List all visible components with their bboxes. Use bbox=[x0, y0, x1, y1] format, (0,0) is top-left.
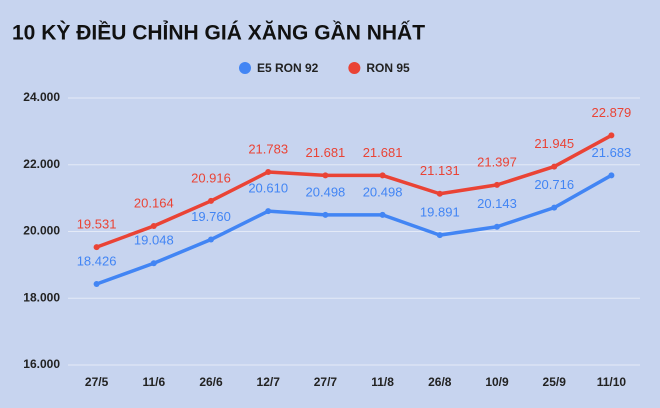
x-tick-label: 27/7 bbox=[314, 375, 338, 389]
data-label: 19.760 bbox=[191, 209, 231, 224]
data-label: 20.164 bbox=[134, 195, 174, 210]
x-tick-label: 12/7 bbox=[257, 375, 281, 389]
point bbox=[551, 163, 558, 170]
data-label: 19.891 bbox=[420, 205, 460, 220]
point bbox=[150, 260, 157, 267]
data-label: 21.783 bbox=[248, 141, 288, 156]
point bbox=[494, 181, 500, 188]
point bbox=[608, 172, 615, 179]
legend-label: E5 RON 92 bbox=[257, 61, 319, 75]
point bbox=[551, 204, 558, 211]
point bbox=[208, 236, 214, 243]
x-tick-label: 27/5 bbox=[85, 375, 109, 389]
x-tick-label: 11/6 bbox=[142, 375, 165, 389]
chart-title: 10 KỲ ĐIỀU CHỈNH GIÁ XĂNG GẦN NHẤT bbox=[12, 21, 425, 45]
x-tick-label: 10/9 bbox=[485, 375, 509, 389]
x-tick-label: 11/8 bbox=[371, 375, 394, 389]
data-label: 20.498 bbox=[363, 184, 403, 199]
data-label: 21.131 bbox=[420, 163, 460, 178]
point bbox=[494, 223, 500, 230]
data-label: 22.879 bbox=[592, 105, 632, 120]
legend-marker bbox=[348, 62, 361, 74]
point bbox=[608, 132, 615, 139]
point bbox=[379, 172, 386, 179]
point bbox=[265, 168, 272, 175]
series-line bbox=[95, 133, 613, 249]
series-line bbox=[96, 173, 613, 286]
point bbox=[322, 211, 329, 218]
x-tick-label: 26/6 bbox=[199, 375, 223, 389]
data-label: 20.610 bbox=[248, 181, 288, 196]
x-tick-label: 25/9 bbox=[543, 375, 567, 389]
point bbox=[265, 208, 272, 215]
data-label: 19.048 bbox=[134, 233, 174, 248]
point bbox=[93, 244, 100, 251]
data-label: 20.716 bbox=[534, 177, 574, 192]
data-label: 21.681 bbox=[306, 145, 346, 160]
data-label: 20.498 bbox=[306, 184, 346, 199]
data-label: 21.681 bbox=[363, 145, 403, 160]
y-tick-label: 20.000 bbox=[23, 224, 60, 238]
data-label: 21.397 bbox=[477, 154, 517, 169]
data-label: 21.683 bbox=[592, 145, 632, 160]
y-tick-label: 22.000 bbox=[23, 157, 60, 171]
legend-label: RON 95 bbox=[366, 61, 410, 75]
point bbox=[436, 232, 443, 239]
x-tick-label: 26/8 bbox=[428, 375, 452, 389]
point bbox=[93, 281, 100, 288]
point bbox=[150, 223, 157, 230]
point bbox=[379, 211, 386, 218]
data-label: 19.531 bbox=[77, 217, 117, 232]
y-tick-label: 24.000 bbox=[23, 90, 60, 104]
data-label: 18.426 bbox=[77, 253, 117, 268]
data-label: 20.143 bbox=[477, 196, 517, 211]
legend-marker bbox=[239, 62, 251, 74]
y-tick-label: 16.000 bbox=[23, 357, 60, 371]
data-label: 21.945 bbox=[534, 136, 574, 151]
point bbox=[322, 172, 329, 179]
x-tick-label: 11/10 bbox=[597, 375, 627, 389]
point bbox=[436, 190, 443, 197]
point bbox=[208, 197, 214, 204]
y-tick-label: 18.000 bbox=[23, 290, 60, 304]
data-label: 20.916 bbox=[191, 170, 231, 185]
